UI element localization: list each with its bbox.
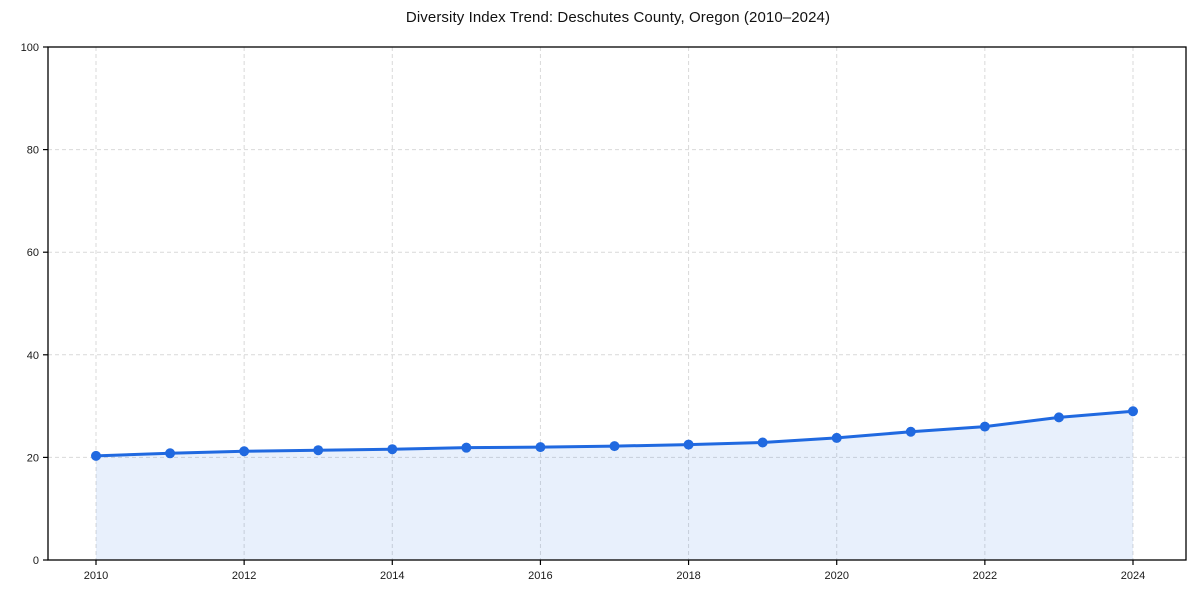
data-point-2021 [905,426,916,437]
x-tick-label: 2012 [232,570,256,582]
data-point-2010 [91,450,101,461]
y-tick-label: 60 [27,247,39,259]
y-tick-label: 20 [27,452,39,464]
axes-frame [47,46,1187,561]
data-point-2012 [239,446,250,457]
x-tick-label: 2014 [380,570,404,582]
data-point-2018 [683,439,694,450]
data-point-2016 [535,442,546,453]
area-fill [96,411,1133,560]
data-point-2015 [461,442,472,453]
data-point-2024 [1128,406,1138,417]
x-tick-label: 2024 [1121,570,1145,582]
y-tick-label: 0 [33,555,39,567]
x-tick-label: 2010 [84,570,108,582]
data-point-2017 [609,441,620,452]
data-point-2011 [165,448,176,459]
y-tick-label: 80 [27,145,39,157]
data-point-2019 [757,437,768,448]
x-tick-label: 2016 [528,570,552,582]
chart-title: Diversity Index Trend: Deschutes County,… [405,9,831,26]
data-point-2023 [1053,412,1064,423]
x-tick-label: 2018 [676,570,700,582]
x-tick-label: 2020 [824,570,848,582]
x-tick-label: 2022 [973,570,997,582]
data-point-2014 [387,444,398,455]
y-tick-label: 100 [21,42,39,54]
data-point-2020 [831,432,842,443]
data-point-2022 [979,421,990,432]
data-point-2013 [313,445,324,456]
y-tick-label: 40 [27,350,39,362]
